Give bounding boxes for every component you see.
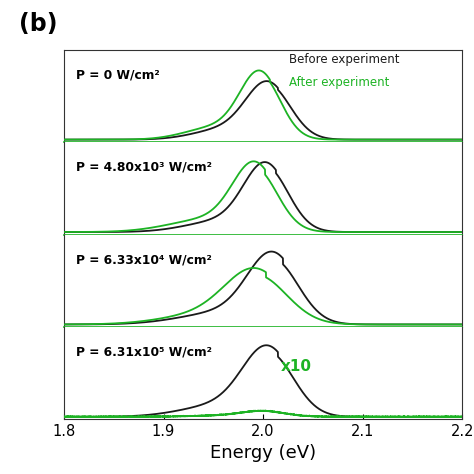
Text: P = 6.33x10⁴ W/cm²: P = 6.33x10⁴ W/cm²: [76, 253, 212, 266]
Text: Before experiment: Before experiment: [289, 53, 400, 65]
Text: x10: x10: [281, 359, 312, 374]
Text: P = 4.80x10³ W/cm²: P = 4.80x10³ W/cm²: [76, 161, 212, 173]
Text: P = 6.31x10⁵ W/cm²: P = 6.31x10⁵ W/cm²: [76, 346, 212, 358]
Text: (b): (b): [19, 12, 57, 36]
Text: P = 0 W/cm²: P = 0 W/cm²: [76, 68, 160, 81]
Text: After experiment: After experiment: [289, 76, 389, 89]
Text: Energy (eV): Energy (eV): [210, 444, 316, 462]
